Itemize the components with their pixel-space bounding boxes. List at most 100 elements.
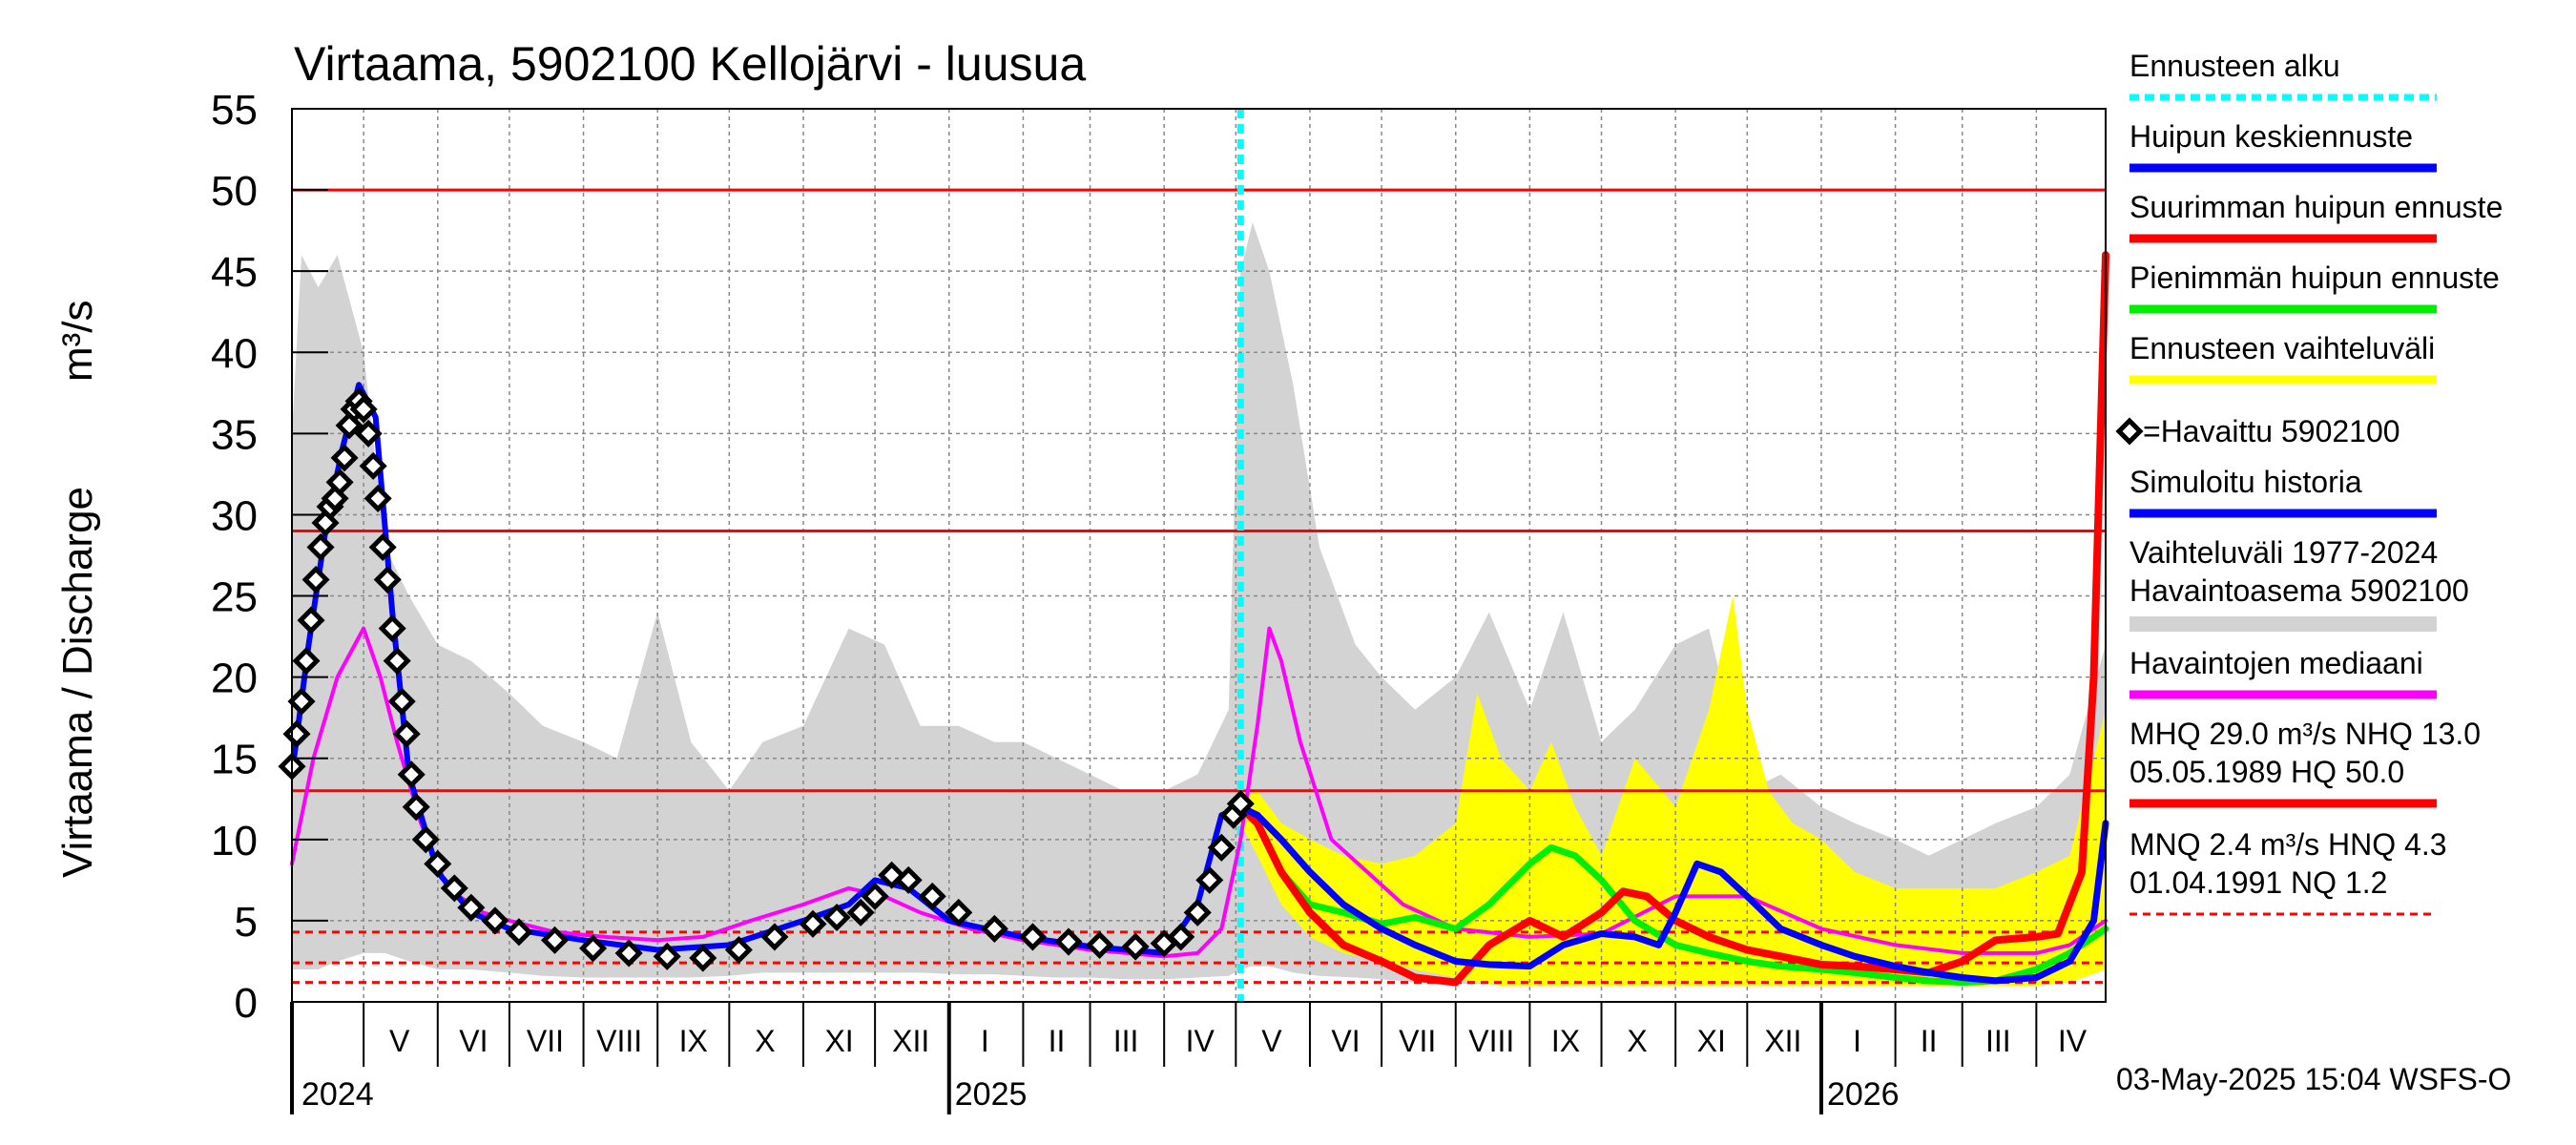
chart-title: Virtaama, 5902100 Kellojärvi - luusua bbox=[294, 37, 1086, 91]
observed-point-20 bbox=[373, 565, 402, 594]
observed-point-31 bbox=[481, 906, 509, 935]
y-tick-label-11: 55 bbox=[211, 87, 258, 134]
observed-point-15 bbox=[349, 395, 378, 424]
observed-point-33 bbox=[540, 926, 570, 954]
month-label-20: I bbox=[1853, 1024, 1861, 1058]
legend-label-8: Havaintojen mediaani bbox=[2129, 646, 2423, 680]
month-label-15: VIII bbox=[1468, 1024, 1514, 1058]
plot-border bbox=[291, 108, 2107, 1003]
y-tick-label-1: 5 bbox=[235, 899, 258, 946]
observed-point-54 bbox=[1167, 923, 1195, 951]
y-tick-label-6: 30 bbox=[211, 492, 258, 539]
plot-frame bbox=[291, 108, 2107, 1003]
month-label-9: II bbox=[1049, 1024, 1066, 1058]
observed-point-42 bbox=[846, 898, 875, 926]
observed-point-40 bbox=[799, 909, 827, 938]
y-tick-label-0: 0 bbox=[235, 980, 258, 1027]
legend-swatch-7 bbox=[2129, 616, 2437, 632]
legend-label-10: MNQ 2.4 m³/s HNQ 4.3 bbox=[2129, 827, 2447, 862]
observed-point-59 bbox=[1226, 789, 1255, 818]
observed-point-38 bbox=[724, 936, 753, 965]
legend-label2-7: Havaintoasema 5902100 bbox=[2129, 573, 2469, 608]
observed-markers bbox=[278, 386, 1255, 972]
observed-point-16 bbox=[354, 419, 383, 448]
month-label-21: II bbox=[1921, 1024, 1938, 1058]
legend-label-3: Pienimmän huipun ennuste bbox=[2129, 260, 2500, 295]
observed-point-18 bbox=[364, 484, 392, 512]
y-tick-label-9: 45 bbox=[211, 249, 258, 296]
month-label-17: X bbox=[1627, 1024, 1647, 1058]
observed-point-5 bbox=[301, 565, 330, 594]
observed-point-4 bbox=[297, 606, 325, 635]
observed-point-22 bbox=[383, 647, 411, 676]
chart-legend: Ennusteen alku Huipun keskiennuste Suurimm… bbox=[2115, 49, 2503, 916]
y-tick-label-3: 15 bbox=[211, 737, 258, 783]
observed-point-37 bbox=[689, 944, 717, 972]
observed-point-48 bbox=[980, 914, 1008, 943]
month-label-14: VII bbox=[1399, 1024, 1436, 1058]
observed-point-35 bbox=[614, 939, 643, 968]
observed-point-56 bbox=[1195, 865, 1224, 894]
legend-label-4: Ennusteen vaihteluväli bbox=[2129, 331, 2435, 365]
legend-label-6: Simuloitu historia bbox=[2129, 465, 2362, 499]
observed-point-43 bbox=[861, 882, 889, 910]
month-label-7: XII bbox=[892, 1024, 929, 1058]
observed-point-57 bbox=[1207, 833, 1236, 862]
legend-label-2: Suurimman huipun ennuste bbox=[2129, 190, 2503, 224]
observed-point-26 bbox=[402, 793, 430, 822]
month-label-1: VI bbox=[459, 1024, 488, 1058]
month-label-12: V bbox=[1261, 1024, 1282, 1058]
observed-point-6 bbox=[306, 532, 335, 562]
legend-marker-5 bbox=[2115, 417, 2144, 446]
month-label-2: VII bbox=[527, 1024, 564, 1058]
month-label-11: IV bbox=[1186, 1024, 1215, 1058]
observed-point-3 bbox=[292, 647, 321, 676]
observed-point-24 bbox=[392, 719, 421, 748]
observed-point-19 bbox=[368, 532, 397, 562]
observed-point-47 bbox=[945, 898, 973, 926]
month-label-23: IV bbox=[2058, 1024, 2088, 1058]
month-label-6: XI bbox=[824, 1024, 853, 1058]
month-label-22: III bbox=[1985, 1024, 2011, 1058]
y-tick-label-10: 50 bbox=[211, 168, 258, 215]
observed-point-9 bbox=[321, 484, 349, 512]
legend-label2-10: 01.04.1991 NQ 1.2 bbox=[2129, 865, 2387, 900]
legend-label-1: Huipun keskiennuste bbox=[2129, 119, 2413, 154]
month-label-10: III bbox=[1113, 1024, 1139, 1058]
observed-point-28 bbox=[424, 849, 452, 878]
legend-label-9: MHQ 29.0 m³/s NHQ 13.0 bbox=[2129, 717, 2481, 751]
observed-point-25 bbox=[397, 760, 426, 789]
month-label-13: VI bbox=[1331, 1024, 1360, 1058]
observed-point-46 bbox=[918, 882, 946, 910]
observed-point-49 bbox=[1018, 923, 1047, 951]
month-label-3: VIII bbox=[596, 1024, 642, 1058]
month-label-0: V bbox=[389, 1024, 410, 1058]
observed-point-30 bbox=[457, 893, 486, 922]
year-label-0: 2024 bbox=[301, 1076, 374, 1113]
observed-point-17 bbox=[359, 451, 387, 480]
observed-point-52 bbox=[1121, 932, 1150, 961]
observed-point-41 bbox=[822, 903, 851, 932]
observed-point-2 bbox=[287, 687, 316, 716]
observed-point-39 bbox=[760, 923, 789, 951]
observed-point-29 bbox=[440, 874, 468, 903]
observed-point-34 bbox=[579, 934, 608, 963]
footer-timestamp: 03-May-2025 15:04 WSFS-O bbox=[2116, 1062, 2511, 1096]
legend-label-0: Ennusteen alku bbox=[2129, 49, 2340, 83]
series-line-3 bbox=[1236, 251, 2109, 987]
y-tick-label-2: 10 bbox=[211, 818, 258, 864]
observed-point-45 bbox=[894, 865, 923, 894]
month-label-4: IX bbox=[679, 1024, 708, 1058]
observed-point-10 bbox=[325, 468, 354, 496]
legend-label-5: =Havaittu 5902100 bbox=[2143, 414, 2400, 448]
observed-point-21 bbox=[378, 614, 406, 643]
month-label-5: X bbox=[755, 1024, 775, 1058]
month-label-16: IX bbox=[1551, 1024, 1580, 1058]
observed-point-23 bbox=[387, 687, 416, 716]
month-label-18: XI bbox=[1697, 1024, 1726, 1058]
y-tick-label-7: 35 bbox=[211, 411, 258, 458]
month-label-8: I bbox=[981, 1024, 989, 1058]
y-axis-unit: m³/s bbox=[54, 300, 101, 382]
y-tick-label-5: 25 bbox=[211, 574, 258, 621]
